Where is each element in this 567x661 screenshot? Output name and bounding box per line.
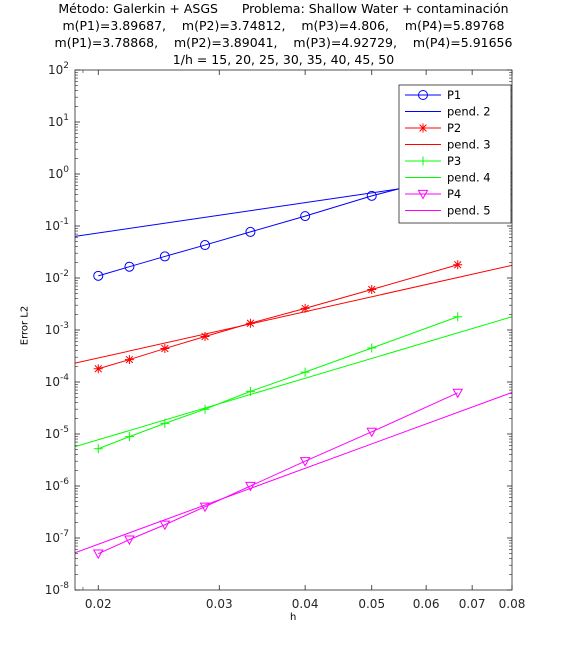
chart-title-line-3: m(P1)=3.78868, m(P2)=3.89041, m(P3)=4.92…	[54, 35, 513, 50]
chart-title-line-2: m(P1)=3.89687, m(P2)=3.74812, m(P3)=4.80…	[62, 18, 505, 33]
marker-circle	[418, 90, 428, 100]
y-tick-label: 100	[48, 165, 69, 181]
marker-plus	[124, 432, 134, 442]
marker-triangle-down	[366, 427, 378, 438]
x-axis-label: h	[290, 612, 297, 623]
legend-label: pend. 5	[447, 204, 491, 218]
y-tick-label: 101	[48, 113, 69, 129]
y-tick-label: 10-1	[45, 217, 69, 233]
y-tick-label: 10-4	[45, 373, 70, 389]
y-tick-label: 10-2	[45, 269, 69, 285]
series-line-p1	[98, 173, 458, 277]
legend-label: pend. 4	[447, 171, 491, 185]
marker-triangle-down	[417, 189, 429, 200]
y-tick-label: 10-6	[45, 477, 70, 493]
marker-asterisk	[245, 318, 255, 328]
y-tick-label: 10-7	[45, 529, 69, 545]
legend-label: P2	[447, 121, 461, 135]
marker-asterisk	[200, 331, 210, 341]
marker-circle	[245, 226, 256, 237]
legend-label: P3	[447, 154, 461, 168]
axes-box	[74, 69, 513, 591]
chart-title-line-4: 1/h = 15, 20, 25, 30, 35, 40, 45, 50	[172, 52, 395, 67]
marker-triangle-down	[199, 502, 211, 513]
marker-triangle-down	[452, 388, 464, 399]
series-line-p2	[98, 264, 458, 370]
series-line-pend-3	[75, 264, 512, 364]
x-tick-label: 0.04	[292, 597, 319, 611]
x-tick-label: 0.02	[85, 597, 112, 611]
marker-triangle-down	[124, 535, 135, 546]
marker-plus	[418, 156, 428, 166]
marker-circle	[159, 251, 170, 262]
series-line-pend-5	[75, 391, 512, 554]
legend-label: P1	[447, 88, 461, 102]
marker-plus	[367, 343, 377, 353]
marker-asterisk	[124, 355, 134, 365]
legend-label: pend. 3	[447, 138, 491, 152]
marker-circle	[366, 190, 377, 201]
marker-asterisk	[367, 285, 377, 295]
marker-plus	[300, 367, 310, 377]
marker-plus	[93, 444, 103, 454]
marker-triangle-down	[92, 549, 104, 560]
y-tick-label: 102	[48, 61, 69, 77]
marker-circle	[124, 261, 135, 272]
legend-label: pend. 2	[447, 105, 491, 119]
legend: P1 pend. 2 P2 pend. 3 P3 pend. 4 P4 pend. 5	[398, 84, 512, 224]
legend-box	[398, 84, 512, 224]
legend-label: P4	[447, 187, 461, 201]
marker-asterisk	[93, 364, 103, 374]
y-tick-label: 10-8	[45, 581, 70, 597]
marker-triangle-down	[245, 481, 256, 492]
series-line-pend-4	[75, 316, 512, 448]
x-tick-label: 0.08	[499, 597, 526, 611]
x-tick-label: 0.06	[413, 597, 440, 611]
y-tick-label: 10-3	[45, 321, 69, 337]
marker-asterisk	[418, 123, 428, 133]
chart-title-line-1: Método: Galerkin + ASGS Problema: Shallo…	[58, 1, 509, 16]
y-axis-label: Error L2	[19, 305, 31, 346]
marker-circle	[300, 211, 311, 222]
x-tick-label: 0.07	[459, 597, 486, 611]
marker-asterisk	[300, 303, 310, 313]
x-tick-label: 0.03	[206, 597, 233, 611]
y-tick-label: 10-5	[45, 425, 69, 441]
marker-asterisk	[453, 260, 463, 270]
marker-triangle-down	[299, 457, 311, 467]
marker-circle	[200, 240, 211, 251]
marker-circle	[93, 270, 104, 281]
marker-plus	[453, 312, 463, 322]
marker-asterisk	[160, 344, 170, 354]
series-line-p3	[98, 316, 458, 450]
x-tick-label: 0.05	[358, 597, 385, 611]
marker-triangle-down	[159, 520, 171, 531]
